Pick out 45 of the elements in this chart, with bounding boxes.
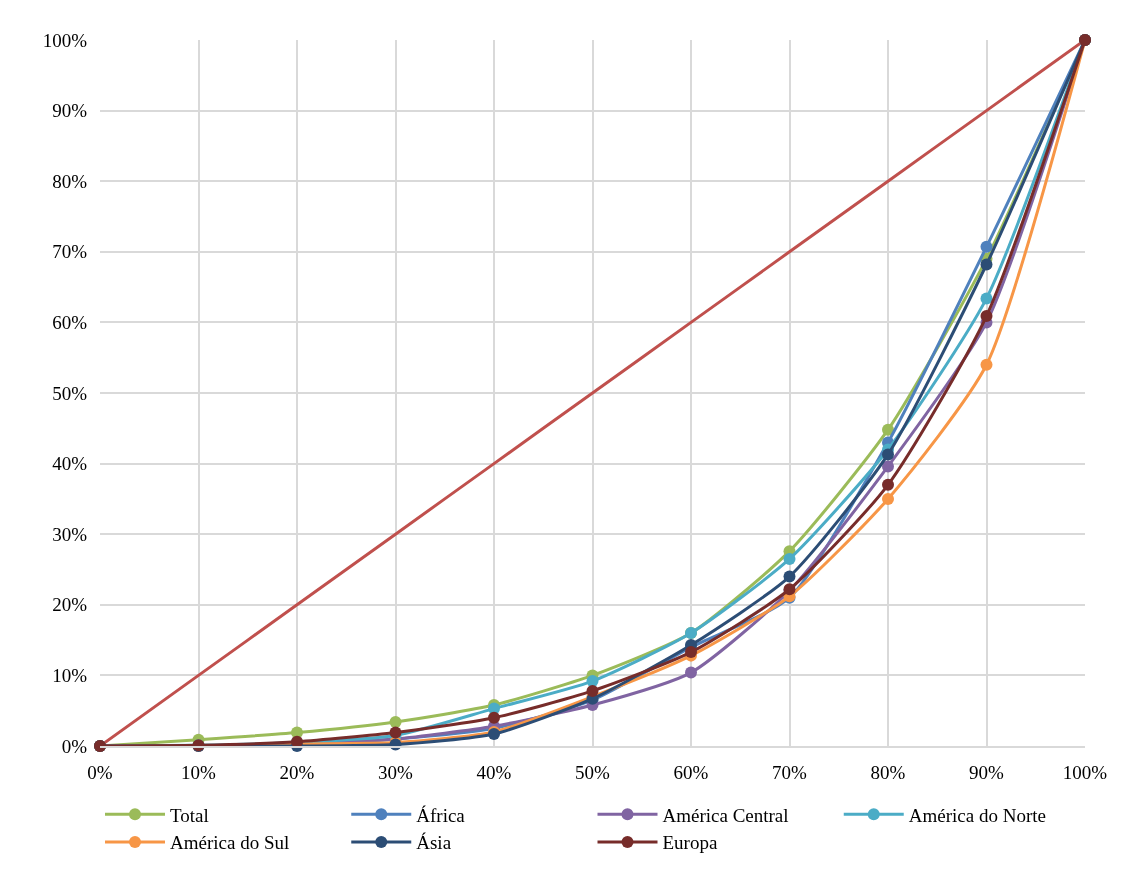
x-tick-label: 0% bbox=[87, 761, 113, 783]
point bbox=[783, 552, 796, 565]
legend-label: América do Norte bbox=[908, 804, 1046, 826]
point bbox=[783, 570, 796, 583]
y-tick-label: 10% bbox=[52, 665, 88, 687]
x-tick-label: 90% bbox=[969, 761, 1005, 783]
y-tick-label: 0% bbox=[61, 735, 88, 757]
point bbox=[685, 666, 697, 679]
x-tick-label: 80% bbox=[870, 761, 906, 783]
legend-label: Ásia bbox=[416, 832, 452, 854]
point bbox=[389, 716, 402, 728]
point bbox=[882, 478, 894, 491]
y-tick-label: 60% bbox=[52, 312, 88, 334]
x-tick-label: 20% bbox=[279, 761, 315, 783]
y-tick-label: 80% bbox=[52, 170, 88, 192]
y-tick-label: 90% bbox=[52, 100, 88, 122]
x-tick-label: 10% bbox=[181, 761, 217, 783]
y-tick-label: 30% bbox=[52, 523, 88, 545]
point bbox=[980, 310, 993, 323]
point bbox=[980, 258, 993, 271]
legend-label: América do Sul bbox=[170, 832, 290, 854]
point bbox=[882, 460, 894, 473]
point bbox=[488, 711, 500, 724]
legend-label: África bbox=[416, 804, 466, 826]
point bbox=[882, 423, 894, 436]
point bbox=[882, 492, 894, 505]
point bbox=[586, 684, 599, 697]
x-tick-label: 30% bbox=[378, 761, 414, 783]
x-tick-label: 100% bbox=[1062, 761, 1108, 783]
y-tick-label: 40% bbox=[52, 453, 88, 475]
x-tick-label: 40% bbox=[476, 761, 512, 783]
x-tick-label: 50% bbox=[575, 761, 611, 783]
point bbox=[980, 240, 993, 253]
legend-label: Europa bbox=[662, 832, 718, 854]
point bbox=[882, 448, 894, 461]
y-tick-label: 50% bbox=[52, 382, 88, 404]
y-tick-label: 70% bbox=[52, 241, 88, 263]
x-tick-label: 60% bbox=[673, 761, 709, 783]
legend-label: Total bbox=[170, 804, 209, 826]
legend-label: América Central bbox=[662, 804, 789, 826]
y-tick-label: 100% bbox=[42, 29, 88, 51]
x-tick-label: 70% bbox=[772, 761, 808, 783]
point bbox=[980, 358, 993, 371]
y-tick-label: 20% bbox=[52, 594, 88, 616]
point bbox=[980, 292, 993, 305]
